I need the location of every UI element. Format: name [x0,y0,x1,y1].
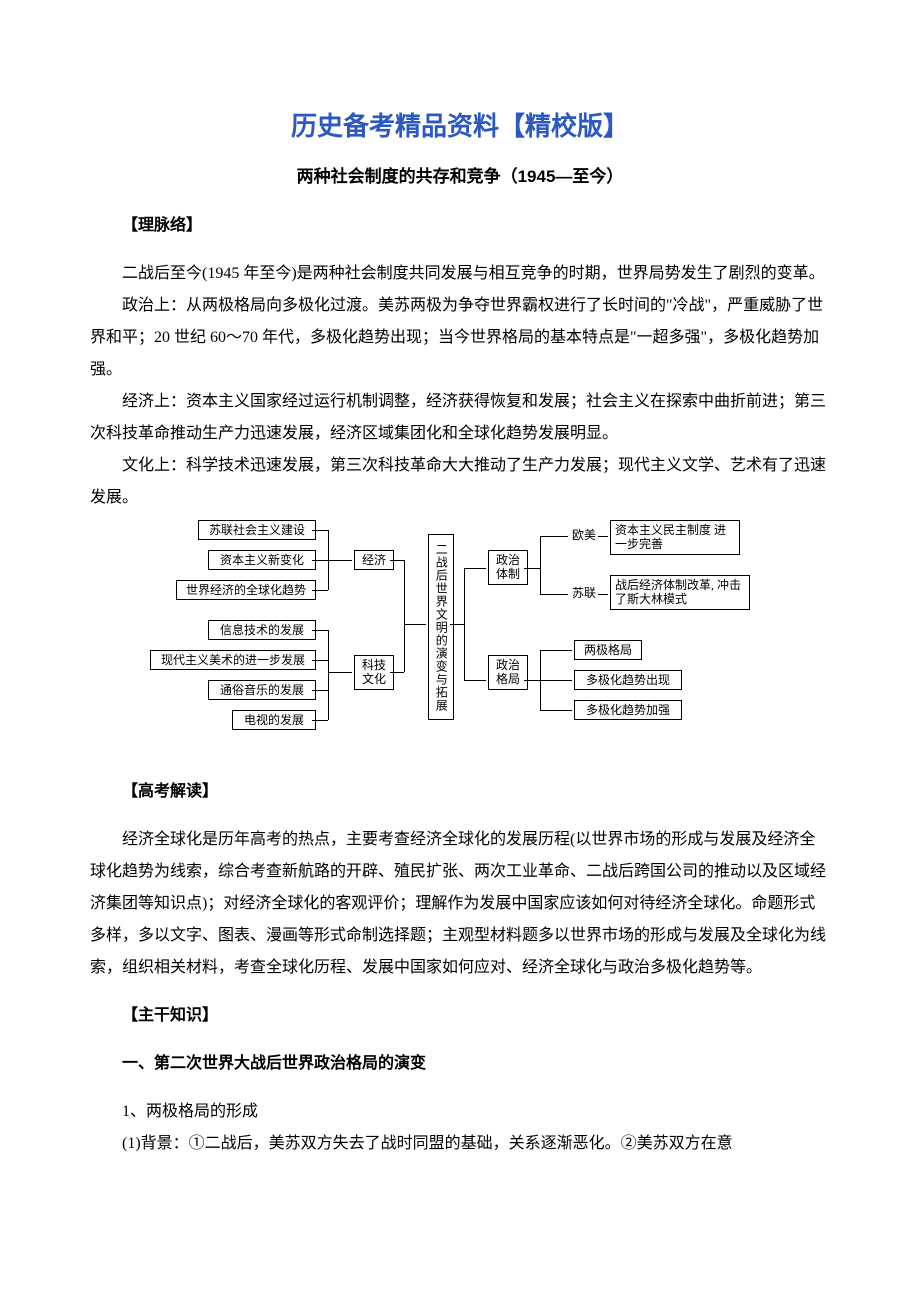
line [328,560,352,561]
line [540,536,541,594]
line [312,560,328,561]
knowledge-i1: 1、两极格局的形成 [90,1096,830,1128]
line [390,560,404,561]
section-header-context: 【理脉络】 [90,210,830,242]
line [540,710,572,711]
line [312,630,328,631]
node-right-3: 多极化趋势出现 [574,670,682,690]
concept-diagram: 苏联社会主义建设 资本主义新变化 世界经济的全球化趋势 信息技术的发展 现代主义… [150,520,770,760]
node-left-6: 电视的发展 [232,710,316,730]
node-right-0: 资本主义民主制度 进一步完善 [610,520,740,555]
knowledge-i2: (1)背景：①二战后，美苏双方失去了战时同盟的基础，关系逐渐恶化。②美苏双方在意 [90,1128,830,1160]
context-p2: 政治上：从两极格局向多极化过渡。美苏两极为争夺世界霸权进行了长时间的"冷战"，严… [90,290,830,386]
line [524,568,540,569]
line [312,530,328,531]
gaokao-p1: 经济全球化是历年高考的热点，主要考查经济全球化的发展历程(以世界市场的形成与发展… [90,824,830,984]
line [390,672,404,673]
node-left-1: 资本主义新变化 [208,550,316,570]
line [464,680,486,681]
line [598,594,608,595]
node-center: 二战后世界文明的演变与拓展 [428,534,454,720]
label-sulian: 苏联 [572,586,596,600]
line [598,536,608,537]
line [540,680,572,681]
main-title: 历史备考精品资料【精校版】 [90,100,830,152]
line [404,560,405,672]
line [464,568,486,569]
line [450,624,464,625]
node-midleft-tech: 科技 文化 [354,655,394,690]
node-right-1: 战后经济体制改革, 冲击了斯大林模式 [610,575,750,610]
node-left-5: 通俗音乐的发展 [208,680,316,700]
line [540,650,572,651]
line [464,568,465,680]
node-left-2: 世界经济的全球化趋势 [176,580,316,600]
line [312,590,328,591]
node-right-4: 多极化趋势加强 [574,700,682,720]
document-page: 历史备考精品资料【精校版】 两种社会制度的共存和竞争（1945—至今） 【理脉络… [0,0,920,1220]
node-left-3: 信息技术的发展 [208,620,316,640]
section-header-gaokao: 【高考解读】 [90,776,830,808]
label-oumei: 欧美 [572,528,596,542]
context-p3: 经济上：资本主义国家经过运行机制调整，经济获得恢复和发展；社会主义在探索中曲折前… [90,386,830,450]
context-p1: 二战后至今(1945 年至今)是两种社会制度共同发展与相互竞争的时期，世界局势发… [90,258,830,290]
node-left-0: 苏联社会主义建设 [198,520,316,540]
line [328,672,352,673]
node-midleft-econ: 经济 [354,550,394,570]
line [312,660,328,661]
node-left-4: 现代主义美术的进一步发展 [150,650,316,670]
line [540,536,568,537]
section-header-knowledge: 【主干知识】 [90,1000,830,1032]
line [404,624,426,625]
context-p4: 文化上：科学技术迅速发展，第三次科技革命大大推动了生产力发展；现代主义文学、艺术… [90,450,830,514]
line [312,690,328,691]
knowledge-h1: 一、第二次世界大战后世界政治格局的演变 [90,1048,830,1080]
node-midright-system: 政治 体制 [488,550,528,585]
line [312,720,328,721]
line [328,630,329,720]
line [524,680,540,681]
node-midright-pattern: 政治 格局 [488,655,528,690]
subtitle: 两种社会制度的共存和竞争（1945—至今） [90,160,830,194]
line [540,594,568,595]
node-right-2: 两极格局 [574,640,642,660]
